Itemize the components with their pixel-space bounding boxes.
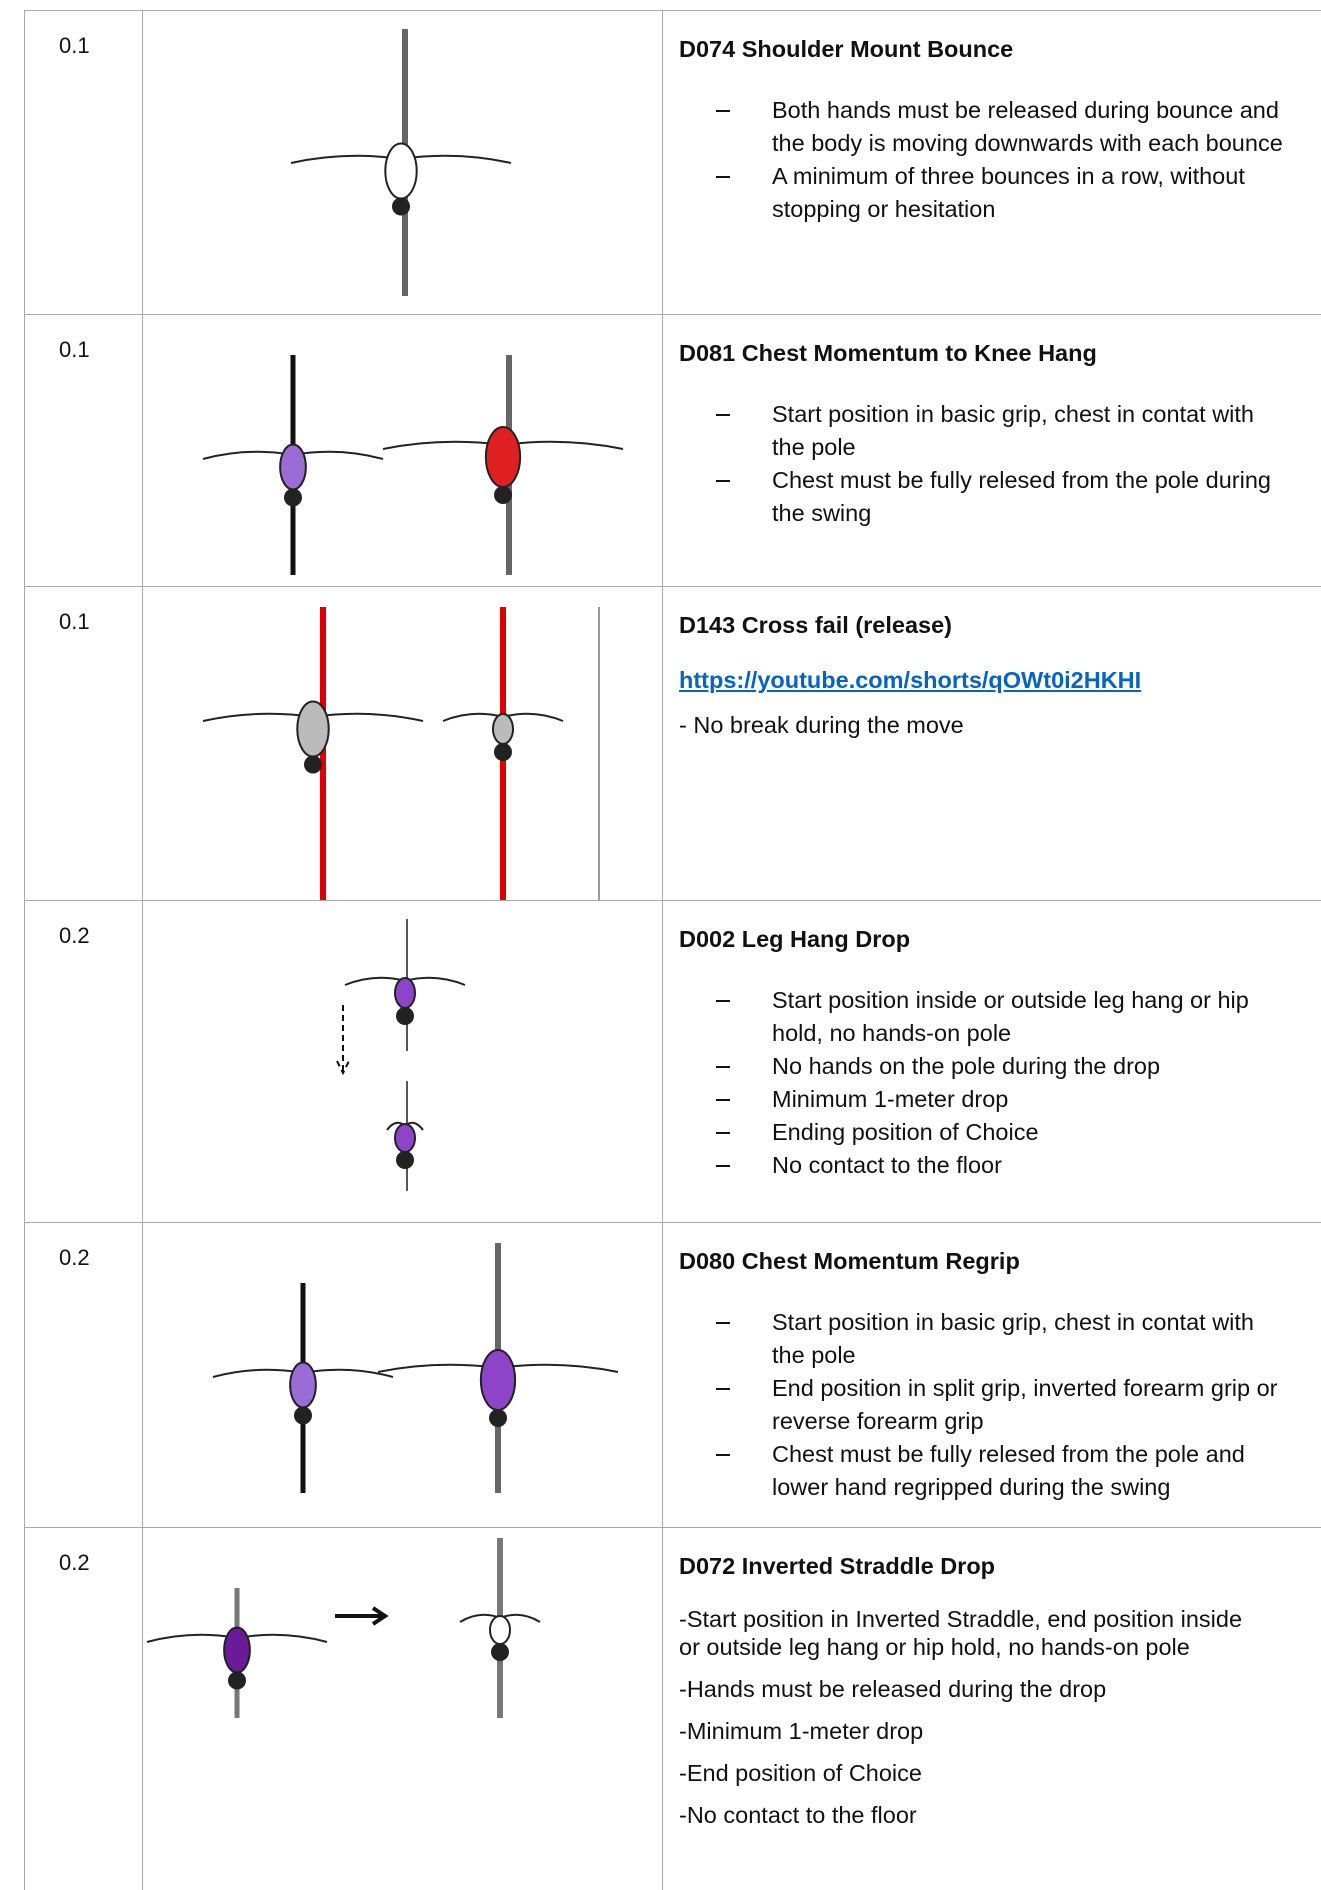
move-title: D143 Cross fail (release): [679, 612, 953, 638]
figure-part: [479, 1349, 517, 1411]
score: 0.1: [24, 315, 142, 586]
description-cell: D081 Chest Momentum to Knee Hang Start po…: [662, 315, 1321, 586]
illustration-cell: [142, 901, 662, 1222]
illustration: [202, 355, 624, 575]
paragraph: -No contact to the floor: [679, 1802, 917, 1828]
figure-part: [491, 1643, 509, 1661]
bullet-dash: [716, 1322, 730, 1324]
illustration-cell: [142, 11, 662, 314]
bullet-dash: [716, 480, 730, 482]
illustration: [290, 29, 512, 296]
move-title: D072 Inverted Straddle Drop: [679, 1553, 996, 1579]
paragraph: -Minimum 1-meter drop: [679, 1718, 924, 1744]
figure-part: [296, 700, 330, 758]
bullet-dash: [716, 110, 730, 112]
paragraph: -End position of Choice: [679, 1760, 922, 1786]
figure-part: [394, 977, 416, 1009]
table-row: 0.2 D080 Chest Momentum Regrip Start posit…: [24, 1222, 1321, 1527]
figure-part: [289, 1361, 317, 1409]
score: 0.2: [24, 1528, 142, 1890]
illustration: [336, 919, 466, 1191]
illustration-cell: [142, 315, 662, 586]
bullet-dash: [716, 1132, 730, 1134]
table-row: 0.2 D002 Leg Hang Drop Start position insi…: [24, 900, 1321, 1222]
score: 0.1: [24, 11, 142, 314]
figure-part: [384, 142, 418, 200]
score: 0.2: [24, 901, 142, 1222]
figure-part: [304, 755, 322, 774]
figure-part: [335, 1606, 389, 1626]
bullet: Start position inside or outside leg han…: [679, 984, 1292, 1050]
figure-part: [279, 443, 307, 491]
description-cell: D074 Shoulder Mount Bounce Both hands mus…: [662, 11, 1321, 314]
bullet: Both hands must be released during bounc…: [679, 94, 1292, 160]
illustration-cell: [142, 587, 662, 901]
bullet: Chest must be fully relesed from the pol…: [679, 464, 1292, 530]
bullet-dash: [716, 1099, 730, 1101]
figure-part: [489, 1409, 507, 1427]
figure-part: [394, 1123, 416, 1153]
figure-part: [228, 1671, 246, 1690]
description-cell: D002 Leg Hang Drop Start position inside …: [662, 901, 1321, 1222]
table-row: 0.1 D143 Cross fail (release) https://yout…: [24, 586, 1321, 901]
score: 0.1: [24, 587, 142, 900]
figure-part: [284, 488, 302, 507]
bullet-dash: [716, 176, 730, 178]
bullet-dash: [716, 414, 730, 416]
figure-part: [294, 1406, 312, 1425]
paragraph: -Start position in Inverted Straddle, en…: [679, 1606, 1243, 1660]
bullet: Start position in basic grip, chest in c…: [679, 1306, 1292, 1372]
description-cell: D080 Chest Momentum Regrip Start position…: [662, 1223, 1321, 1527]
paragraph: -Hands must be released during the drop: [679, 1676, 1107, 1702]
table-row: 0.1 D081 Chest Momentum to Knee Hang Start…: [24, 314, 1321, 586]
bullet: Minimum 1-meter drop: [679, 1083, 1292, 1116]
figure-part: [223, 1626, 251, 1674]
illustration: [202, 607, 600, 901]
bullet-dash: [716, 1165, 730, 1167]
figure-part: [484, 426, 522, 488]
table-row: 0.1 D074 Shoulder Mount Bounce Both hands …: [24, 10, 1321, 314]
figure-part: [494, 743, 512, 761]
move-title: D074 Shoulder Mount Bounce: [679, 36, 1014, 62]
bullet: Chest must be fully relesed from the pol…: [679, 1438, 1292, 1504]
bullet: No hands on the pole during the drop: [679, 1050, 1292, 1083]
figure-part: [392, 197, 410, 216]
bullet: Start position in basic grip, chest in c…: [679, 398, 1292, 464]
bullet: No contact to the floor: [679, 1149, 1292, 1182]
bullet-dash: [716, 1388, 730, 1390]
illustration-cell: [142, 1528, 662, 1890]
figure-part: [396, 1151, 414, 1169]
bullet-dash: [716, 1066, 730, 1068]
score: 0.2: [24, 1223, 142, 1527]
figure-part: [336, 1005, 350, 1076]
bullet: End position in split grip, inverted for…: [679, 1372, 1292, 1438]
illustration: [146, 1538, 541, 1718]
move-title: D080 Chest Momentum Regrip: [679, 1248, 1020, 1274]
illustration: [212, 1243, 619, 1493]
table-row: 0.2 D072 Inverted Straddle Drop -Start pos…: [24, 1527, 1321, 1890]
figure-part: [492, 713, 514, 745]
description-cell: D143 Cross fail (release) https://youtube…: [662, 587, 1321, 900]
figure-part: [396, 1007, 414, 1025]
illustration-cell: [142, 1223, 662, 1527]
figure-part: [494, 486, 512, 504]
bullet: A minimum of three bounces in a row, wit…: [679, 160, 1292, 226]
paragraph: - No break during the move: [679, 712, 964, 738]
move-title: D081 Chest Momentum to Knee Hang: [679, 340, 1097, 366]
figure-part: [489, 1615, 511, 1645]
bullet-dash: [716, 1454, 730, 1456]
bullet-dash: [716, 1000, 730, 1002]
description-cell: D072 Inverted Straddle Drop -Start positi…: [662, 1528, 1321, 1890]
bullet: Ending position of Choice: [679, 1116, 1292, 1149]
video-link[interactable]: https://youtube.com/shorts/qOWt0i2HKHI: [679, 667, 1142, 693]
move-title: D002 Leg Hang Drop: [679, 926, 911, 952]
